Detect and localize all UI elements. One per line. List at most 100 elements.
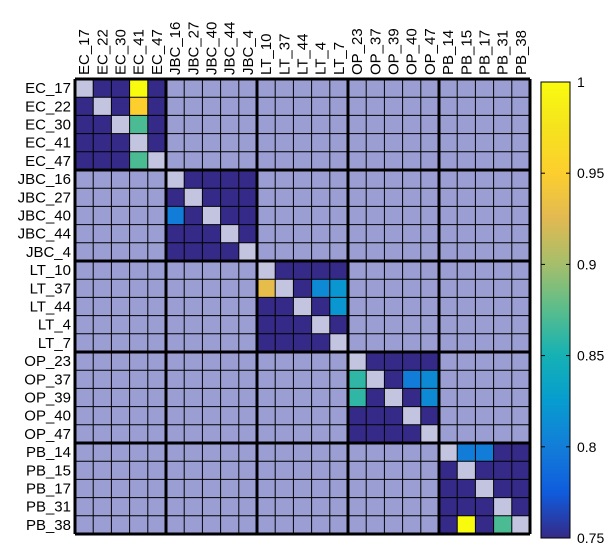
heatmap-cell bbox=[366, 261, 385, 280]
heatmap-cell bbox=[366, 79, 385, 98]
heatmap-cell bbox=[439, 388, 458, 407]
heatmap-cell bbox=[475, 279, 494, 298]
heatmap-cell bbox=[439, 497, 458, 516]
heatmap-cell bbox=[384, 151, 403, 170]
heatmap-cell bbox=[384, 115, 403, 134]
heatmap-cell bbox=[329, 79, 348, 98]
row-label: JBC_40 bbox=[18, 208, 71, 225]
heatmap-cell bbox=[184, 388, 203, 407]
heatmap-cell bbox=[293, 224, 312, 243]
heatmap-cell bbox=[366, 170, 385, 189]
heatmap-cell bbox=[238, 297, 257, 316]
heatmap-cell bbox=[75, 261, 94, 280]
heatmap-cell bbox=[420, 242, 439, 261]
heatmap-cell bbox=[93, 443, 112, 462]
column-label: OP_37 bbox=[367, 28, 384, 75]
heatmap-cell bbox=[275, 224, 294, 243]
heatmap-cell bbox=[75, 79, 94, 98]
heatmap-cell bbox=[75, 443, 94, 462]
heatmap-cell bbox=[457, 406, 476, 425]
heatmap-cell bbox=[293, 206, 312, 225]
heatmap-cell bbox=[129, 206, 148, 225]
heatmap-cell bbox=[220, 315, 239, 334]
heatmap-cell bbox=[111, 206, 130, 225]
heatmap-cell bbox=[402, 388, 421, 407]
heatmap-cell bbox=[257, 497, 276, 516]
heatmap-cell bbox=[129, 297, 148, 316]
heatmap-cell bbox=[311, 206, 330, 225]
heatmap-cell bbox=[93, 151, 112, 170]
column-label: JBC_40 bbox=[204, 22, 221, 75]
heatmap-cell bbox=[348, 97, 367, 116]
heatmap-cell bbox=[257, 224, 276, 243]
heatmap-cell bbox=[257, 333, 276, 352]
heatmap-cell bbox=[220, 206, 239, 225]
heatmap-cell bbox=[275, 133, 294, 152]
heatmap-cell bbox=[184, 443, 203, 462]
heatmap-cell bbox=[129, 333, 148, 352]
heatmap-cell bbox=[75, 479, 94, 498]
heatmap-cell bbox=[457, 388, 476, 407]
heatmap-cell bbox=[238, 315, 257, 334]
heatmap-cell bbox=[257, 479, 276, 498]
heatmap-cell bbox=[93, 497, 112, 516]
colorbar-gradient bbox=[540, 81, 571, 539]
heatmap-cell bbox=[511, 479, 530, 498]
heatmap-cell bbox=[166, 242, 185, 261]
heatmap-cell bbox=[220, 261, 239, 280]
heatmap-cell bbox=[329, 315, 348, 334]
heatmap-cell bbox=[238, 443, 257, 462]
heatmap-cell bbox=[293, 424, 312, 443]
heatmap-cell bbox=[384, 352, 403, 371]
colorbar-tick-label: 0.95 bbox=[577, 165, 604, 181]
heatmap-cell bbox=[93, 333, 112, 352]
heatmap-cell bbox=[511, 370, 530, 389]
heatmap-cell bbox=[475, 370, 494, 389]
heatmap-cell bbox=[75, 497, 94, 516]
heatmap-cell bbox=[293, 261, 312, 280]
heatmap-cell bbox=[257, 315, 276, 334]
heatmap-cell bbox=[202, 461, 221, 480]
heatmap-cell bbox=[184, 497, 203, 516]
heatmap-cell bbox=[238, 115, 257, 134]
heatmap-cell bbox=[439, 261, 458, 280]
heatmap-cell bbox=[311, 151, 330, 170]
heatmap-cell bbox=[511, 352, 530, 371]
row-label: LT_4 bbox=[38, 317, 71, 334]
heatmap-cell bbox=[384, 461, 403, 480]
heatmap-cell bbox=[220, 333, 239, 352]
heatmap-cell bbox=[293, 97, 312, 116]
heatmap-cell bbox=[184, 479, 203, 498]
heatmap-cell bbox=[402, 170, 421, 189]
heatmap-cell bbox=[93, 133, 112, 152]
heatmap-cell bbox=[93, 461, 112, 480]
heatmap-cell bbox=[111, 497, 130, 516]
heatmap-cell bbox=[402, 443, 421, 462]
heatmap-cell bbox=[75, 406, 94, 425]
row-label: JBC_16 bbox=[18, 171, 71, 188]
heatmap-cell bbox=[511, 315, 530, 334]
heatmap-cell bbox=[111, 261, 130, 280]
heatmap-cell bbox=[384, 497, 403, 516]
heatmap-cell bbox=[220, 406, 239, 425]
heatmap-cell bbox=[111, 188, 130, 207]
heatmap-cell bbox=[129, 261, 148, 280]
heatmap-cell bbox=[166, 224, 185, 243]
heatmap-cell bbox=[511, 443, 530, 462]
heatmap-cell bbox=[166, 151, 185, 170]
heatmap-cell bbox=[111, 242, 130, 261]
heatmap-cell bbox=[293, 333, 312, 352]
heatmap-cell bbox=[257, 461, 276, 480]
heatmap-cell bbox=[202, 297, 221, 316]
colorbar-tick-label: 1 bbox=[577, 74, 585, 90]
heatmap-cell bbox=[420, 406, 439, 425]
heatmap-cell bbox=[147, 497, 166, 516]
heatmap-cell bbox=[238, 97, 257, 116]
heatmap-cell bbox=[439, 206, 458, 225]
heatmap-cell bbox=[475, 497, 494, 516]
heatmap-cell bbox=[75, 352, 94, 371]
heatmap-cell bbox=[348, 242, 367, 261]
heatmap-cell bbox=[238, 133, 257, 152]
heatmap-cell bbox=[293, 115, 312, 134]
heatmap-cell bbox=[475, 242, 494, 261]
